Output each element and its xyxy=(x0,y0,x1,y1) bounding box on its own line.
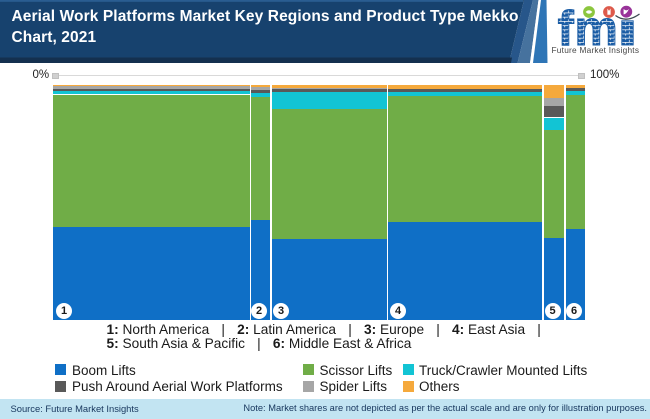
svg-text:Future Market Insights: Future Market Insights xyxy=(552,45,640,55)
